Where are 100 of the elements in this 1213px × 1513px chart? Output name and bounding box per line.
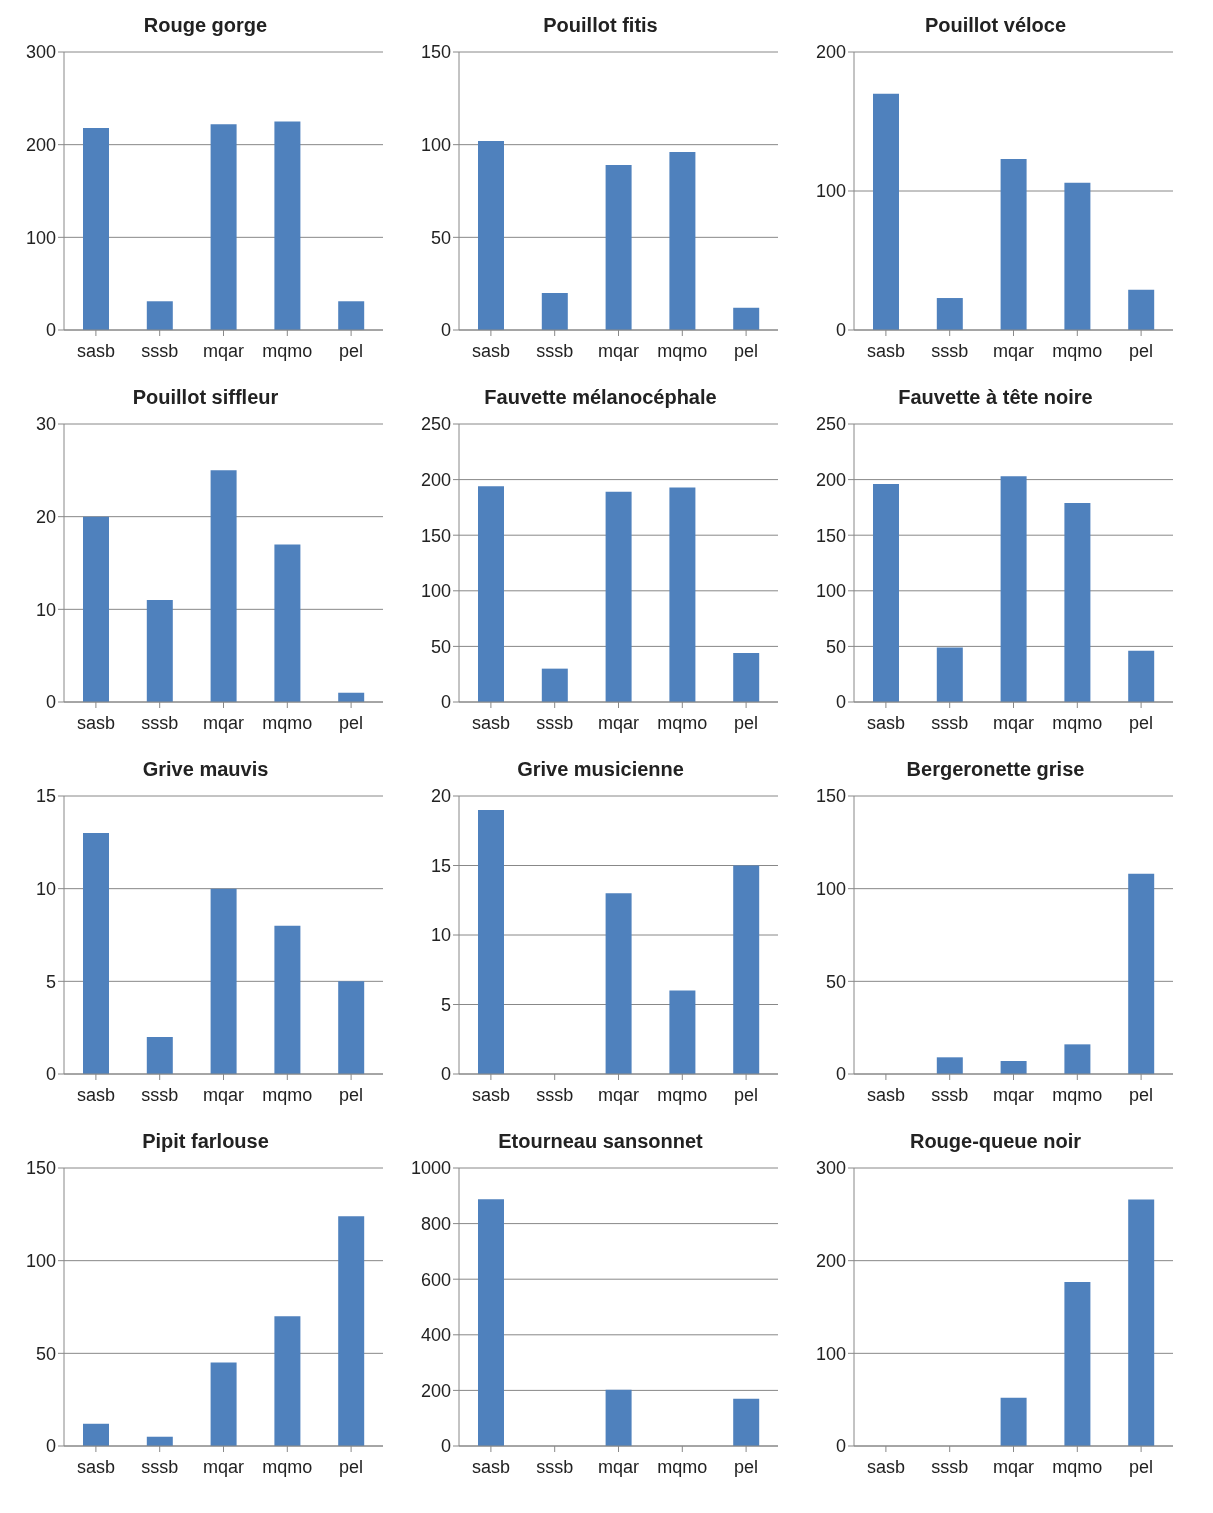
x-tick-label: pel [1129, 1456, 1154, 1477]
bar [541, 292, 568, 330]
y-tick-label: 5 [45, 971, 56, 992]
x-tick-label: sssb [931, 1084, 969, 1105]
bar [733, 653, 760, 702]
y-tick-label: 100 [815, 581, 846, 602]
x-tick-label: sssb [931, 1456, 969, 1477]
y-tick-label: 200 [420, 1380, 451, 1401]
chart-title: Pouillot siffleur [131, 385, 280, 410]
x-tick-label: sssb [141, 1084, 179, 1105]
y-tick-label: 150 [420, 525, 451, 546]
x-tick-label: sssb [141, 340, 179, 361]
y-tick-label: 50 [35, 1343, 56, 1364]
y-tick-label: 15 [35, 786, 56, 807]
x-tick-label: pel [734, 1084, 759, 1105]
y-tick-label: 150 [25, 1158, 56, 1179]
bar [210, 888, 237, 1074]
x-tick-label: pel [339, 1456, 364, 1477]
x-tick-label: mqmo [262, 1084, 313, 1105]
x-tick-label: sssb [931, 340, 969, 361]
x-tick-label: sasb [471, 340, 510, 361]
bar [1128, 1199, 1155, 1446]
bar [669, 990, 696, 1074]
y-tick-label: 50 [825, 636, 846, 657]
bar [1128, 650, 1155, 702]
chart-title: Grive musicienne [516, 757, 685, 782]
bar [146, 1036, 173, 1074]
x-tick-label: mqmo [657, 340, 708, 361]
bar [541, 668, 568, 702]
bar [733, 865, 760, 1074]
bar [1128, 289, 1155, 330]
y-tick-label: 0 [440, 1436, 451, 1457]
bar [83, 127, 109, 330]
x-tick-label: sssb [931, 712, 969, 733]
bar [146, 600, 173, 702]
x-tick-label: mqar [992, 712, 1035, 733]
x-tick-label: mqar [992, 340, 1035, 361]
x-tick-label: mqar [992, 1456, 1035, 1477]
y-tick-label: 0 [440, 1064, 451, 1085]
bar [1000, 476, 1027, 702]
bar [274, 925, 301, 1074]
y-tick-label: 15 [430, 855, 451, 876]
chart-title: Rouge-queue noir [908, 1129, 1083, 1154]
bar [1064, 1044, 1091, 1074]
y-tick-label: 200 [815, 1251, 846, 1272]
bar [274, 544, 301, 702]
bar [1064, 182, 1091, 330]
y-tick-label: 150 [420, 42, 451, 63]
x-tick-label: sasb [76, 340, 115, 361]
bar [1000, 159, 1027, 330]
x-tick-label: sasb [866, 1456, 905, 1477]
bar [669, 487, 696, 702]
x-tick-label: sasb [471, 1084, 510, 1105]
x-tick-label: mqmo [657, 1084, 708, 1105]
bar [338, 981, 365, 1074]
bar [936, 298, 963, 330]
y-tick-label: 0 [835, 1436, 846, 1457]
y-tick-label: 300 [815, 1158, 846, 1179]
y-tick-label: 0 [835, 692, 846, 713]
bar [605, 1389, 632, 1446]
x-tick-label: sasb [76, 1456, 115, 1477]
y-tick-label: 1000 [410, 1158, 451, 1179]
y-tick-label: 0 [45, 1064, 56, 1085]
y-tick-label: 10 [430, 925, 451, 946]
bar [605, 491, 632, 702]
x-tick-label: pel [339, 1084, 364, 1105]
bar [1064, 1281, 1091, 1446]
x-tick-label: pel [734, 340, 759, 361]
x-tick-label: mqmo [262, 712, 313, 733]
bar [1064, 502, 1091, 702]
bar [478, 1199, 504, 1446]
bar [478, 809, 504, 1074]
bar [478, 486, 504, 702]
chart-title: Grive mauvis [141, 757, 270, 782]
bar [274, 1316, 301, 1446]
y-tick-label: 20 [430, 786, 451, 807]
x-tick-label: sasb [866, 1084, 905, 1105]
bar [274, 121, 301, 330]
bar [338, 301, 365, 330]
y-tick-label: 30 [35, 414, 56, 435]
y-tick-label: 0 [440, 692, 451, 713]
x-tick-label: mqar [597, 1456, 640, 1477]
chart-title: Fauvette à tête noire [897, 385, 1094, 410]
x-tick-label: pel [1129, 1084, 1154, 1105]
chart-title: Etourneau sansonnet [497, 1129, 704, 1154]
y-tick-label: 250 [815, 414, 846, 435]
y-tick-label: 0 [45, 320, 56, 341]
y-tick-label: 100 [815, 181, 846, 202]
x-tick-label: sasb [866, 712, 905, 733]
x-tick-label: pel [339, 712, 364, 733]
y-tick-label: 200 [420, 469, 451, 490]
y-tick-label: 600 [420, 1269, 451, 1290]
y-tick-label: 200 [815, 42, 846, 63]
bar [478, 140, 504, 330]
y-tick-label: 150 [815, 525, 846, 546]
bar [83, 833, 109, 1074]
chart-title: Pipit farlouse [141, 1129, 270, 1154]
x-tick-label: sasb [471, 1456, 510, 1477]
y-tick-label: 0 [440, 320, 451, 341]
y-tick-label: 10 [35, 879, 56, 900]
